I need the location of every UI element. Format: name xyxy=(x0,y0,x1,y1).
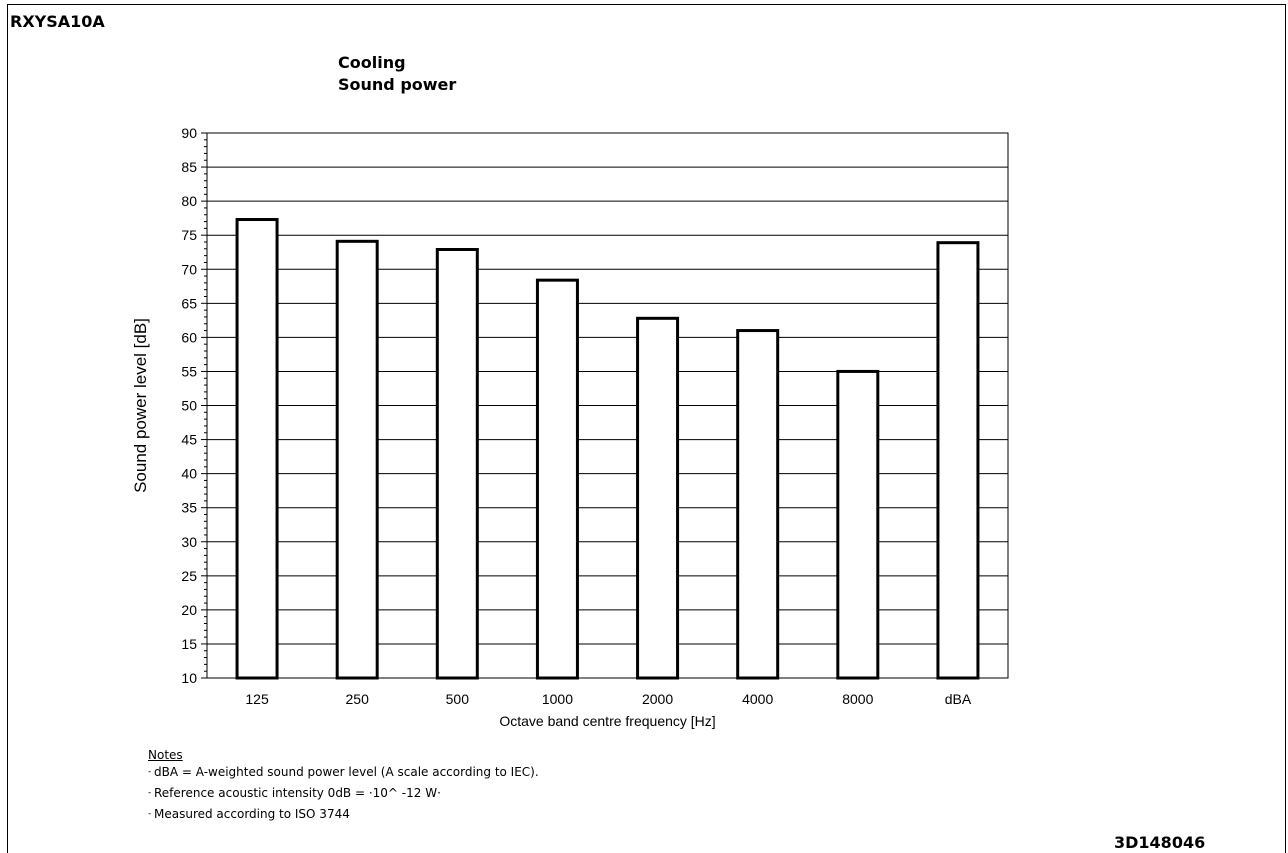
x-tick-label: 1000 xyxy=(542,691,573,707)
y-tick-label: 30 xyxy=(181,534,197,550)
x-tick-label: 8000 xyxy=(842,691,873,707)
axes-layer xyxy=(201,132,1009,679)
y-tick-label: 55 xyxy=(181,363,197,379)
document-number: 3D148046 xyxy=(1114,833,1206,852)
note-item: - Measured according to ISO 3744 xyxy=(148,807,350,821)
note-text: Measured according to ISO 3744 xyxy=(154,807,350,821)
chart-title: Cooling Sound power xyxy=(338,52,456,96)
y-tick-label: 65 xyxy=(181,295,197,311)
x-tick-label: 4000 xyxy=(742,691,773,707)
bar xyxy=(335,239,379,680)
y-tick-label: 40 xyxy=(181,466,197,482)
bar xyxy=(636,316,680,680)
y-tick-label: 75 xyxy=(181,227,197,243)
plot-area-border xyxy=(206,132,1009,679)
x-tick-label: 125 xyxy=(245,691,269,707)
note-text: Reference acoustic intensity 0dB = ·10^ … xyxy=(154,786,441,800)
bar xyxy=(736,329,780,680)
x-tick-label: 500 xyxy=(446,691,470,707)
page-frame xyxy=(7,4,1286,853)
x-axis-label: Octave band centre frequency [Hz] xyxy=(499,713,715,729)
grid-layer xyxy=(207,132,1008,645)
bar xyxy=(836,369,880,680)
y-tick-label: 70 xyxy=(181,261,197,277)
bar xyxy=(235,218,279,680)
y-tick-label: 45 xyxy=(181,432,197,448)
y-tick-label: 15 xyxy=(181,636,197,652)
y-tick-label: 80 xyxy=(181,193,197,209)
labels-layer: 10 15 20 25 30 35 40 45 50 55 60 65 70 75 80 85 90 125 250… xyxy=(131,125,972,729)
y-tick-label: 85 xyxy=(181,159,197,175)
notes-heading: Notes xyxy=(148,748,183,762)
y-tick-label: 25 xyxy=(181,568,197,584)
y-tick-label: 50 xyxy=(181,398,197,414)
bar xyxy=(936,241,980,680)
y-tick-label: 35 xyxy=(181,500,197,516)
x-tick-label: dBA xyxy=(945,691,972,707)
x-tick-label: 2000 xyxy=(642,691,673,707)
y-tick-label: 10 xyxy=(181,670,197,686)
notes-block: Notes - dBA = A-weighted sound power leve… xyxy=(148,748,539,825)
note-text: dBA = A-weighted sound power level (A sc… xyxy=(154,765,539,779)
bars-layer xyxy=(235,218,980,680)
y-tick-label: 60 xyxy=(181,329,197,345)
bar xyxy=(435,247,479,680)
chart-title-line-1: Cooling xyxy=(338,53,406,72)
chart-title-line-2: Sound power xyxy=(338,75,457,94)
y-tick-label: 20 xyxy=(181,602,197,618)
note-item: - dBA = A-weighted sound power level (A s… xyxy=(148,765,539,779)
y-tick-label: 90 xyxy=(181,125,197,141)
note-item: - Reference acoustic intensity 0dB = ·10^… xyxy=(148,786,441,800)
model-name: RXYSA10A xyxy=(10,12,105,31)
x-tick-label: 250 xyxy=(346,691,370,707)
y-axis-label: Sound power level [dB] xyxy=(131,318,150,493)
bar xyxy=(535,278,579,680)
